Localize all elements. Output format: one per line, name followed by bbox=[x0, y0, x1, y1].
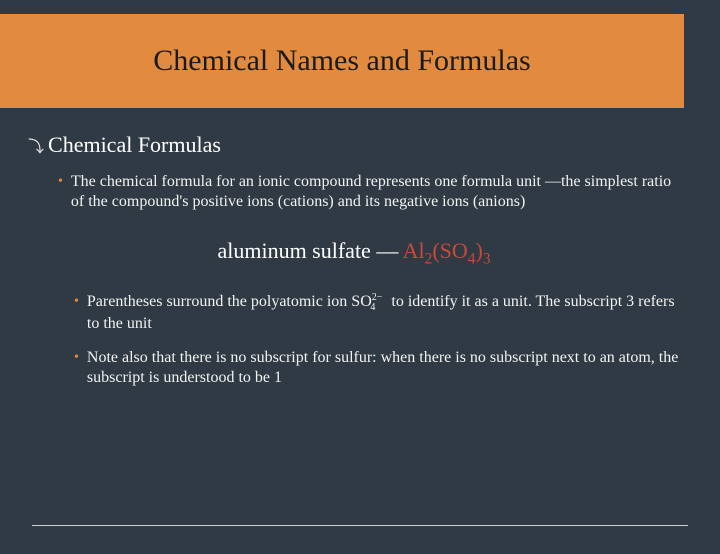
swirl-icon: ⤵ bbox=[28, 133, 44, 157]
sub-bullet-text: Parentheses surround the polyatomic ion … bbox=[87, 292, 680, 334]
content-area: ⤵ Chemical Formulas • The chemical formu… bbox=[0, 108, 720, 388]
formula-close: ) bbox=[475, 238, 482, 263]
title-band: Chemical Names and Formulas bbox=[0, 14, 684, 108]
formula-open: (SO bbox=[432, 238, 467, 263]
bullet-dot-icon: • bbox=[74, 348, 79, 388]
sub-bullet-item: • Note also that there is no subscript f… bbox=[74, 348, 680, 388]
ion-sub: 4 bbox=[370, 302, 375, 313]
bullet-text: The chemical formula for an ionic compou… bbox=[71, 172, 680, 212]
formula-line: aluminum sulfate — Al2(SO4)3 bbox=[28, 238, 680, 268]
sub-bullet-item: • Parentheses surround the polyatomic io… bbox=[74, 292, 680, 334]
bullet-dot-icon: • bbox=[74, 292, 79, 334]
formula-al: Al bbox=[403, 238, 425, 263]
bullet-item: • The chemical formula for an ionic comp… bbox=[58, 172, 680, 212]
formula-prefix: aluminum sulfate — bbox=[217, 238, 402, 263]
formula-sub3: 3 bbox=[483, 250, 491, 267]
slide-title: Chemical Names and Formulas bbox=[153, 44, 530, 78]
formula-chemical: Al2(SO4)3 bbox=[403, 238, 491, 263]
ion-base: SO bbox=[351, 293, 371, 310]
bullet-dot-icon: • bbox=[58, 172, 63, 212]
section-heading-label: Chemical Formulas bbox=[48, 132, 221, 158]
sub-bullet-text: Note also that there is no subscript for… bbox=[87, 348, 680, 388]
sulfate-ion: SO2−4 bbox=[351, 292, 387, 314]
sub-bullet-before: Parentheses surround the polyatomic ion bbox=[87, 293, 351, 310]
divider-line bbox=[32, 525, 688, 526]
section-heading: ⤵ Chemical Formulas bbox=[28, 132, 680, 158]
